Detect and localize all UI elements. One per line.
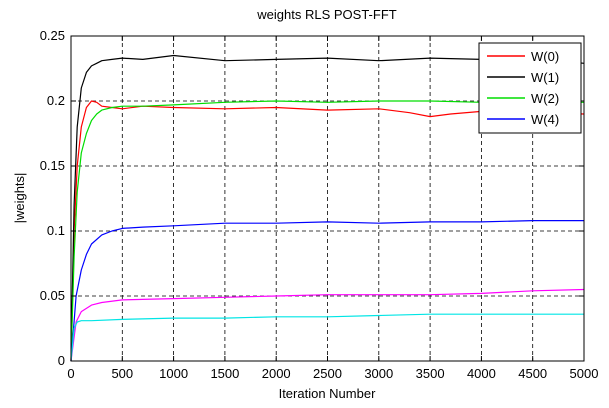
legend-label: W(0) [531, 49, 559, 64]
legend-item: W(1) [487, 70, 559, 85]
series-line-2 [70, 100, 584, 362]
legend-label: W(1) [531, 70, 559, 85]
y-tick-label: 0.25 [40, 28, 65, 43]
legend-item: W(2) [487, 91, 559, 106]
legend-item: W(4) [487, 112, 559, 127]
x-tick-label: 1500 [210, 366, 239, 381]
legend-item: W(0) [487, 49, 559, 64]
x-tick-label: 5000 [570, 366, 599, 381]
series-line-5 [70, 313, 584, 362]
y-tick-label: 0.15 [40, 158, 65, 173]
x-tick-label: 2500 [313, 366, 342, 381]
series-group [70, 54, 585, 362]
y-axis-label: |weights| [12, 173, 27, 224]
series-line-0 [70, 100, 585, 362]
legend-label: W(2) [531, 91, 559, 106]
y-tick-label: 0.05 [40, 288, 65, 303]
x-tick-label: 4000 [467, 366, 496, 381]
x-tick-label: 3500 [416, 366, 445, 381]
series-line-1 [70, 54, 585, 362]
series-line-3 [70, 220, 584, 362]
x-axis-label: Iteration Number [279, 386, 376, 401]
y-tick-labels: 0 0.05 0.1 0.15 0.2 0.25 [40, 28, 65, 368]
x-tick-label: 3000 [364, 366, 393, 381]
x-tick-label: 4500 [518, 366, 547, 381]
x-tick-label: 1000 [159, 366, 188, 381]
y-tick-label: 0.1 [47, 223, 65, 238]
x-tick-label: 2000 [262, 366, 291, 381]
y-tick-label: 0 [58, 353, 65, 368]
series-line-4 [70, 288, 585, 362]
chart-title: weights RLS POST-FFT [256, 7, 396, 22]
x-tick-label: 0 [67, 366, 74, 381]
x-tick-label: 500 [111, 366, 133, 381]
x-tick-labels: 0 500 1000 1500 2000 2500 3000 3500 4000 4500 5000 [67, 366, 598, 381]
y-tick-label: 0.2 [47, 93, 65, 108]
legend-box [478, 42, 582, 134]
legend-label: W(4) [531, 112, 559, 127]
legend: W(0) W(1) W(2) W(4) [478, 42, 582, 134]
